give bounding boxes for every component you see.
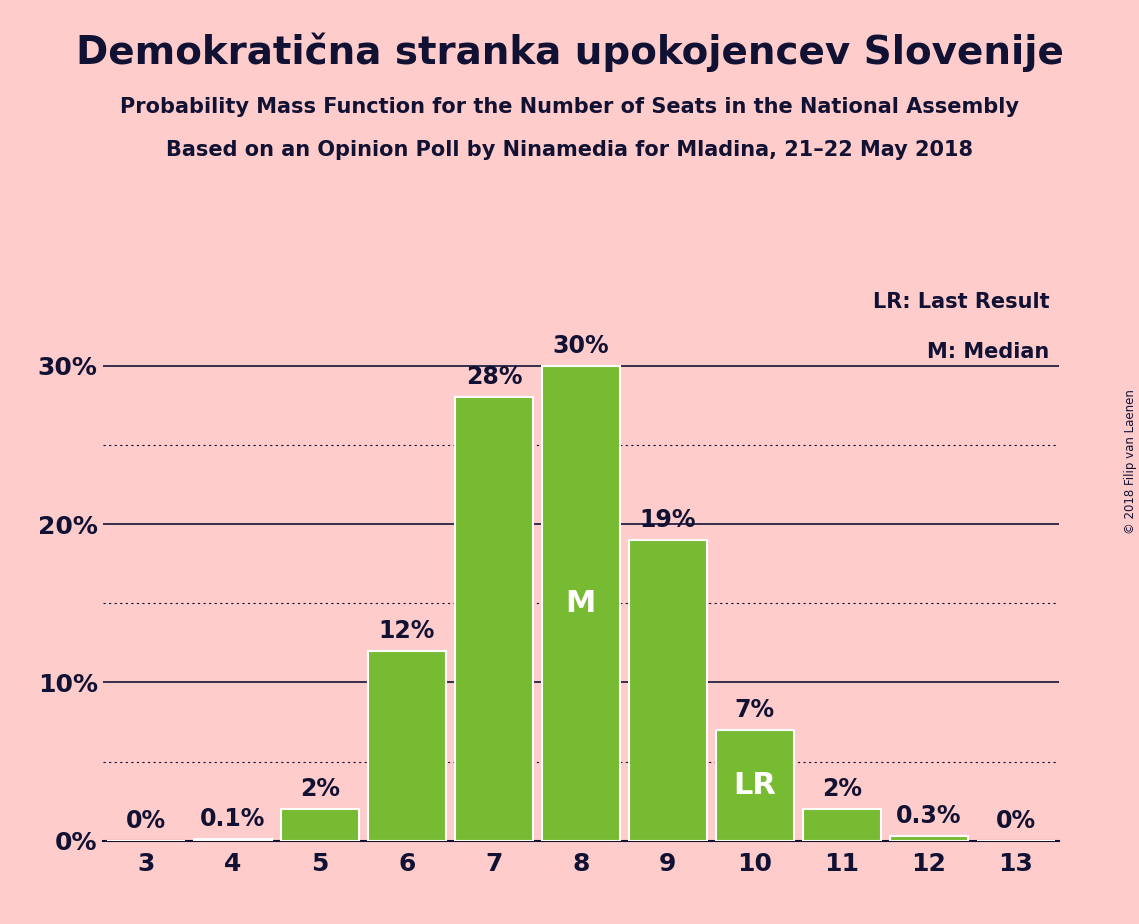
- Text: 0%: 0%: [995, 808, 1035, 833]
- Text: 28%: 28%: [466, 365, 522, 389]
- Bar: [194, 839, 272, 841]
- Bar: [890, 836, 968, 841]
- Text: 12%: 12%: [379, 619, 435, 643]
- Text: 0.1%: 0.1%: [200, 808, 265, 832]
- Bar: [281, 809, 359, 841]
- Bar: [454, 397, 533, 841]
- Bar: [803, 809, 880, 841]
- Text: 30%: 30%: [552, 334, 609, 358]
- Text: Demokratična stranka upokojencev Slovenije: Demokratična stranka upokojencev Sloveni…: [75, 32, 1064, 72]
- Text: M: Median: M: Median: [927, 342, 1050, 362]
- Text: Based on an Opinion Poll by Ninamedia for Mladina, 21–22 May 2018: Based on an Opinion Poll by Ninamedia fo…: [166, 140, 973, 161]
- Text: 0%: 0%: [126, 808, 166, 833]
- Text: LR: Last Result: LR: Last Result: [874, 292, 1050, 312]
- Text: 7%: 7%: [735, 698, 775, 722]
- Text: © 2018 Filip van Laenen: © 2018 Filip van Laenen: [1124, 390, 1137, 534]
- Text: 2%: 2%: [300, 777, 339, 801]
- Text: M: M: [566, 589, 596, 618]
- Text: 0.3%: 0.3%: [896, 804, 961, 828]
- Bar: [542, 366, 620, 841]
- Bar: [715, 730, 794, 841]
- Bar: [629, 540, 707, 841]
- Text: 2%: 2%: [822, 777, 862, 801]
- Bar: [368, 650, 446, 841]
- Text: 19%: 19%: [640, 508, 696, 532]
- Text: LR: LR: [734, 771, 777, 800]
- Text: Probability Mass Function for the Number of Seats in the National Assembly: Probability Mass Function for the Number…: [120, 97, 1019, 117]
